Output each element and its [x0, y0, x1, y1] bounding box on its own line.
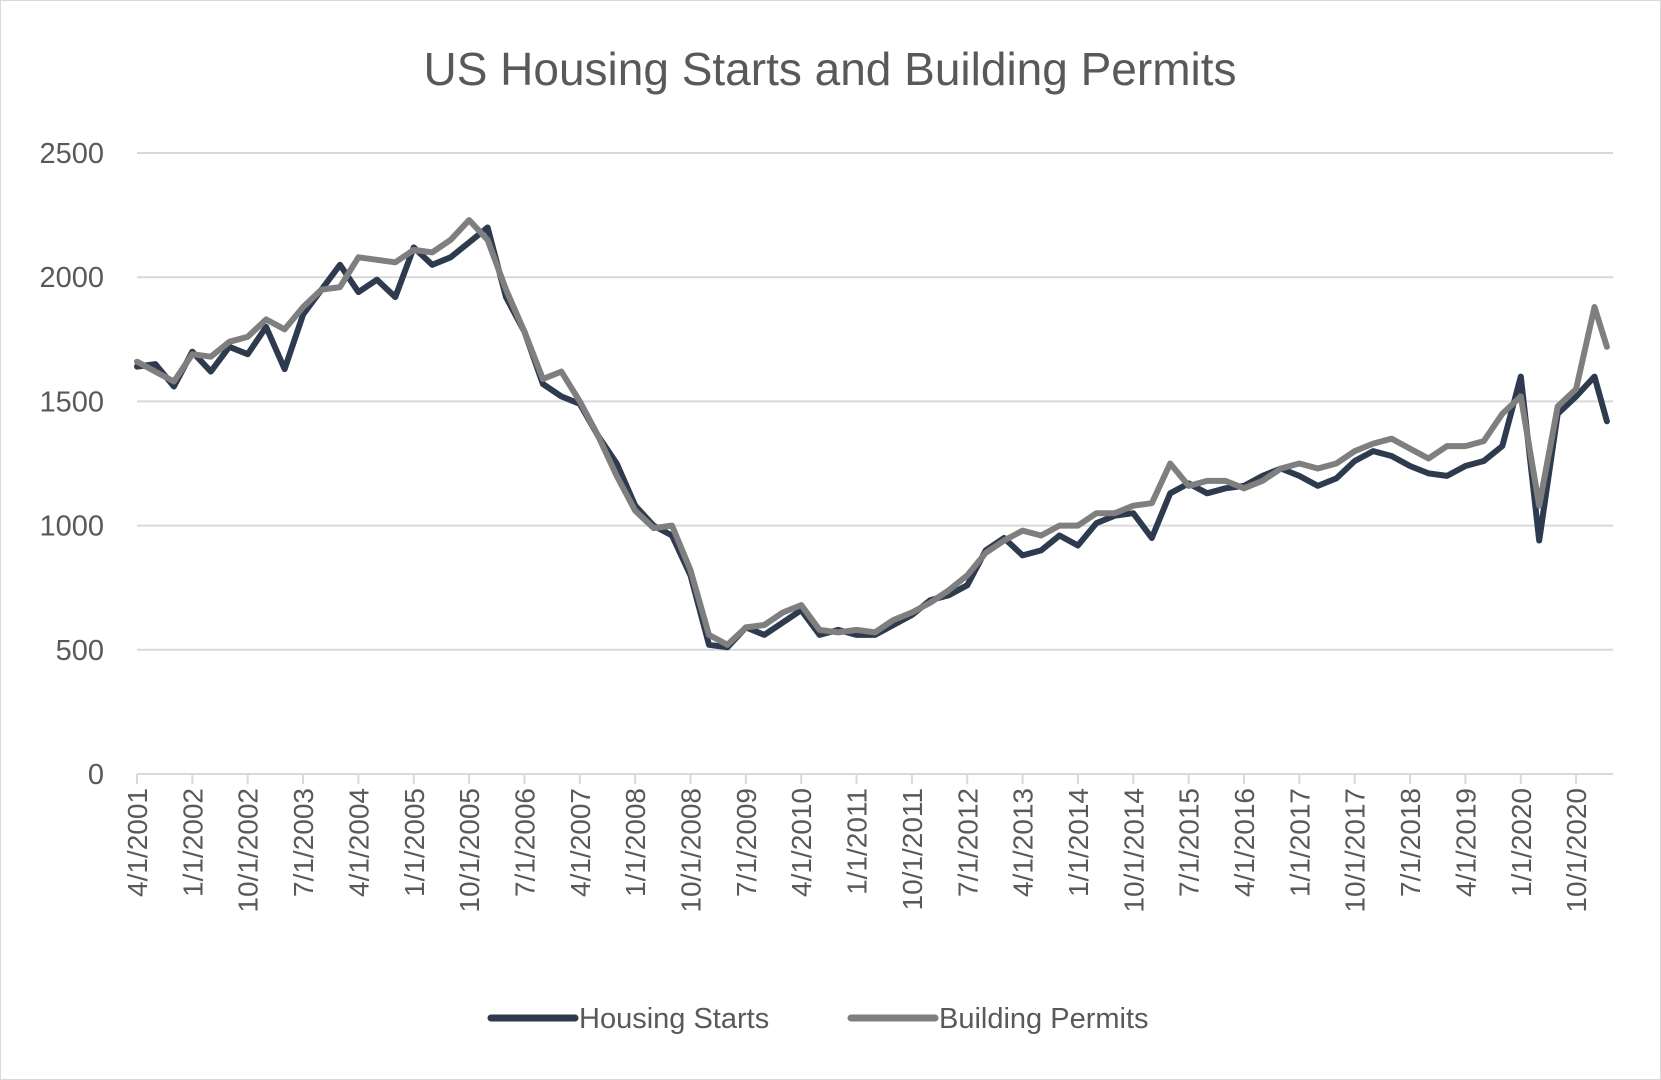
x-tick-label: 7/1/2006 [509, 788, 540, 897]
x-tick-label: 7/1/2018 [1395, 788, 1426, 897]
y-tick-label: 2000 [39, 262, 104, 294]
x-tick-label: 7/1/2015 [1174, 788, 1205, 897]
x-tick-label: 1/1/2005 [399, 788, 430, 897]
x-tick-label: 4/1/2016 [1229, 788, 1260, 897]
x-tick-label: 1/1/2017 [1284, 788, 1315, 897]
x-axis-ticks: 4/1/2001 1/1/2002 10/1/2002 7/1/2003 4/1/200… [122, 774, 1592, 913]
x-tick-label: 1/1/2011 [842, 788, 873, 895]
x-tick-label: 1/1/2002 [177, 788, 208, 897]
gridlines [137, 152, 1613, 775]
y-tick-label: 1000 [39, 511, 104, 543]
x-tick-label: 10/1/2008 [676, 788, 707, 913]
x-tick-label: 10/1/2020 [1561, 788, 1592, 913]
x-tick-label: 4/1/2010 [786, 788, 817, 897]
x-tick-label: 1/1/2008 [620, 788, 651, 897]
y-axis-ticks: 0 500 1000 1500 2000 2500 [39, 138, 104, 791]
x-tick-label: 10/1/2011 [897, 788, 928, 911]
x-tick-label: 1/1/2020 [1506, 788, 1537, 897]
legend: Housing Starts Building Permits [487, 1003, 1149, 1035]
x-tick-label: 10/1/2002 [233, 788, 264, 913]
x-tick-label: 4/1/2013 [1008, 788, 1039, 897]
x-tick-label: 4/1/2019 [1450, 788, 1481, 897]
x-tick-label: 4/1/2004 [343, 788, 374, 897]
x-tick-label: 4/1/2001 [122, 788, 153, 897]
x-tick-label: 1/1/2014 [1063, 788, 1094, 897]
x-tick-label: 10/1/2005 [454, 788, 485, 913]
chart-title: US Housing Starts and Building Permits [423, 43, 1236, 95]
x-tick-label: 4/1/2007 [565, 788, 596, 897]
y-tick-label: 2500 [39, 138, 104, 170]
x-tick-label: 7/1/2003 [288, 788, 319, 897]
y-tick-label: 1500 [39, 386, 104, 418]
series-lines [134, 217, 1610, 651]
y-tick-label: 500 [56, 635, 104, 667]
x-tick-label: 7/1/2009 [731, 788, 762, 897]
series-line-building-permits [134, 217, 1610, 648]
legend-label: Housing Starts [579, 1003, 769, 1035]
x-tick-label: 10/1/2014 [1118, 788, 1149, 913]
legend-label: Building Permits [939, 1003, 1149, 1035]
x-tick-label: 10/1/2017 [1340, 788, 1371, 913]
x-tick-label: 7/1/2012 [952, 788, 983, 897]
y-tick-label: 0 [88, 759, 104, 791]
